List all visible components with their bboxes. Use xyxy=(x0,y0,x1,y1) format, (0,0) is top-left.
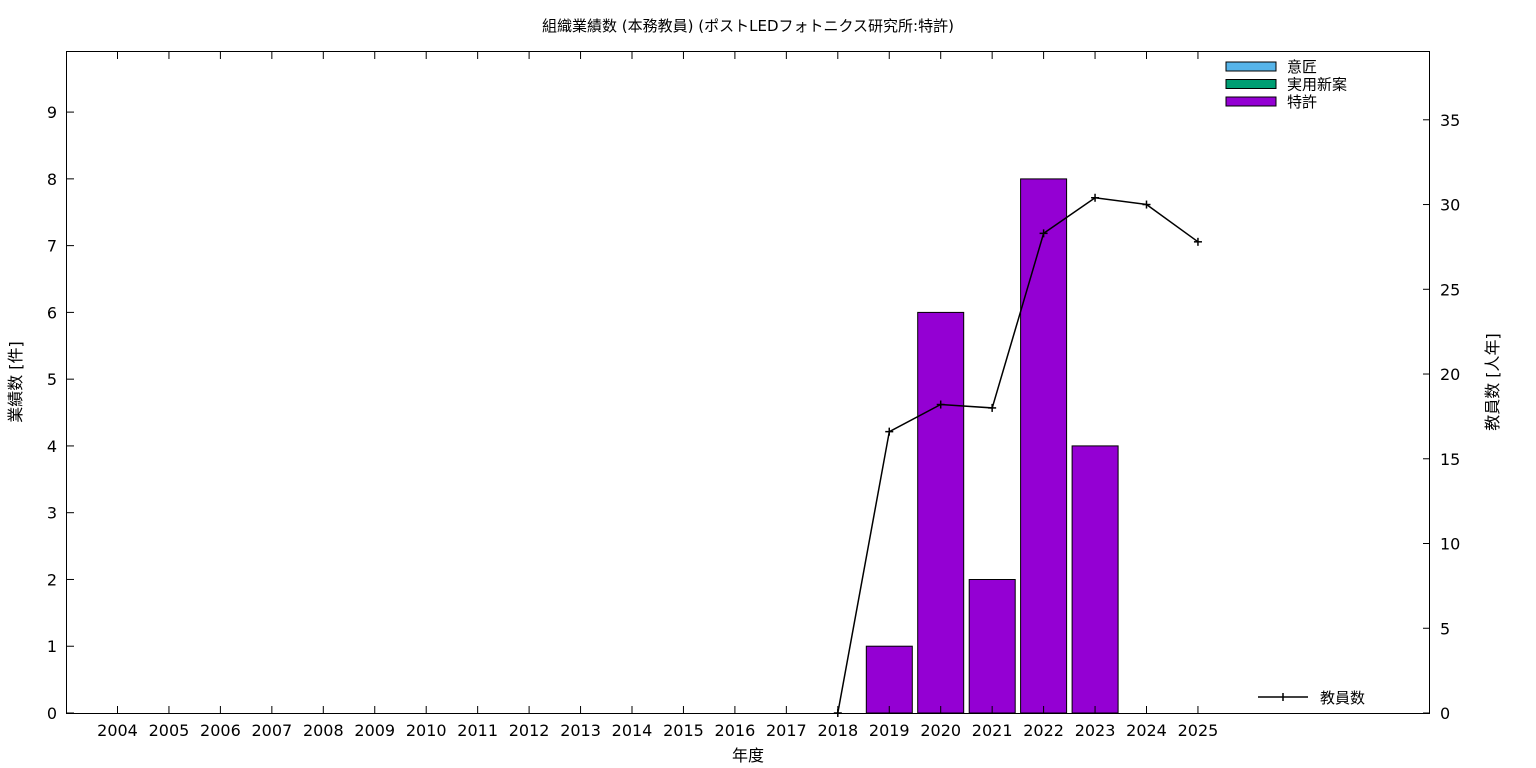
x-tick-label: 2024 xyxy=(1126,721,1167,740)
x-tick-label: 2022 xyxy=(1023,721,1064,740)
y2-tick-label: 10 xyxy=(1440,535,1460,554)
x-axis-label: 年度 xyxy=(732,746,764,765)
x-tick-label: 2014 xyxy=(612,721,653,740)
x-tick-label: 2011 xyxy=(457,721,498,740)
ticks-layer: 2004 2005 2006 2007 2008 2009 2010 2011 2012 2013… xyxy=(47,52,1460,740)
y-tick-label: 4 xyxy=(47,437,57,456)
bars-layer xyxy=(865,178,1119,714)
y2-tick-label: 30 xyxy=(1440,196,1460,215)
x-tick-label: 2017 xyxy=(766,721,807,740)
legend-swatch xyxy=(1225,61,1277,72)
legend-item-意匠: 意匠 xyxy=(1225,58,1317,76)
x-tick-label: 2020 xyxy=(920,721,961,740)
y2-tick-label: 5 xyxy=(1440,619,1450,638)
legend-label: 教員数 xyxy=(1320,689,1365,707)
x-tick-label: 2005 xyxy=(149,721,190,740)
bar-2022-特許 xyxy=(1020,178,1068,714)
x-tick-label: 2025 xyxy=(1178,721,1219,740)
y2-tick-label: 20 xyxy=(1440,365,1460,384)
legend-item-特許: 特許 xyxy=(1225,93,1317,111)
x-tick-label: 2021 xyxy=(972,721,1013,740)
legend-item-教員数: 教員数 xyxy=(1258,689,1365,707)
line-layer xyxy=(833,193,1202,717)
x-tick-label: 2006 xyxy=(200,721,241,740)
y-tick-label: 5 xyxy=(47,370,57,389)
x-tick-label: 2010 xyxy=(406,721,447,740)
y2-tick-label: 0 xyxy=(1440,704,1450,723)
bar-2019-特許 xyxy=(865,645,913,714)
line-point-2021 xyxy=(988,403,997,412)
x-tick-label: 2016 xyxy=(715,721,756,740)
line-point-2023 xyxy=(1091,193,1100,202)
x-tick-label: 2023 xyxy=(1075,721,1116,740)
y2-tick-label: 25 xyxy=(1440,280,1460,299)
legend-swatch xyxy=(1225,96,1277,107)
y-tick-label: 8 xyxy=(47,170,57,189)
plot-frame xyxy=(66,51,1430,714)
x-tick-label: 2012 xyxy=(509,721,550,740)
bar-2020-特許 xyxy=(917,311,965,714)
x-tick-label: 2015 xyxy=(663,721,704,740)
y-axis-label: 業績数 [件] xyxy=(6,341,25,423)
x-tick-label: 2007 xyxy=(251,721,292,740)
y-tick-label: 3 xyxy=(47,504,57,523)
line-point-2019 xyxy=(885,427,894,436)
line-point-2025 xyxy=(1193,237,1202,246)
legend-label: 意匠 xyxy=(1287,58,1317,76)
bar-2021-特許 xyxy=(968,579,1016,714)
y-tick-label: 6 xyxy=(47,303,57,322)
x-tick-label: 2008 xyxy=(303,721,344,740)
line-point-2024 xyxy=(1142,200,1151,209)
legend-label: 実用新案 xyxy=(1287,76,1347,94)
line-series-path xyxy=(837,197,1199,714)
y-tick-label: 7 xyxy=(47,237,57,256)
legend-item-実用新案: 実用新案 xyxy=(1225,76,1347,94)
y2-axis-label: 教員数 [人年] xyxy=(1483,333,1502,431)
x-tick-label: 2013 xyxy=(560,721,601,740)
legend-swatch xyxy=(1225,79,1277,89)
x-tick-label: 2004 xyxy=(97,721,138,740)
y2-tick-label: 15 xyxy=(1440,450,1460,469)
y-tick-label: 2 xyxy=(47,570,57,589)
x-tick-label: 2009 xyxy=(354,721,395,740)
line-legend: 教員数 xyxy=(1258,689,1365,707)
line-point-2020 xyxy=(936,400,945,409)
bar-2023-特許 xyxy=(1071,445,1119,714)
x-tick-label: 2019 xyxy=(869,721,910,740)
y-tick-label: 0 xyxy=(47,704,57,723)
legend-label: 特許 xyxy=(1287,93,1317,111)
x-tick-label: 2018 xyxy=(817,721,858,740)
y-tick-label: 9 xyxy=(47,103,57,122)
y-tick-label: 1 xyxy=(47,637,57,656)
chart-title: 組織業績数 (本務教員) (ポストLEDフォトニクス研究所:特許) xyxy=(542,17,954,35)
y2-tick-label: 35 xyxy=(1440,111,1460,130)
line-point-2022 xyxy=(1039,229,1048,238)
